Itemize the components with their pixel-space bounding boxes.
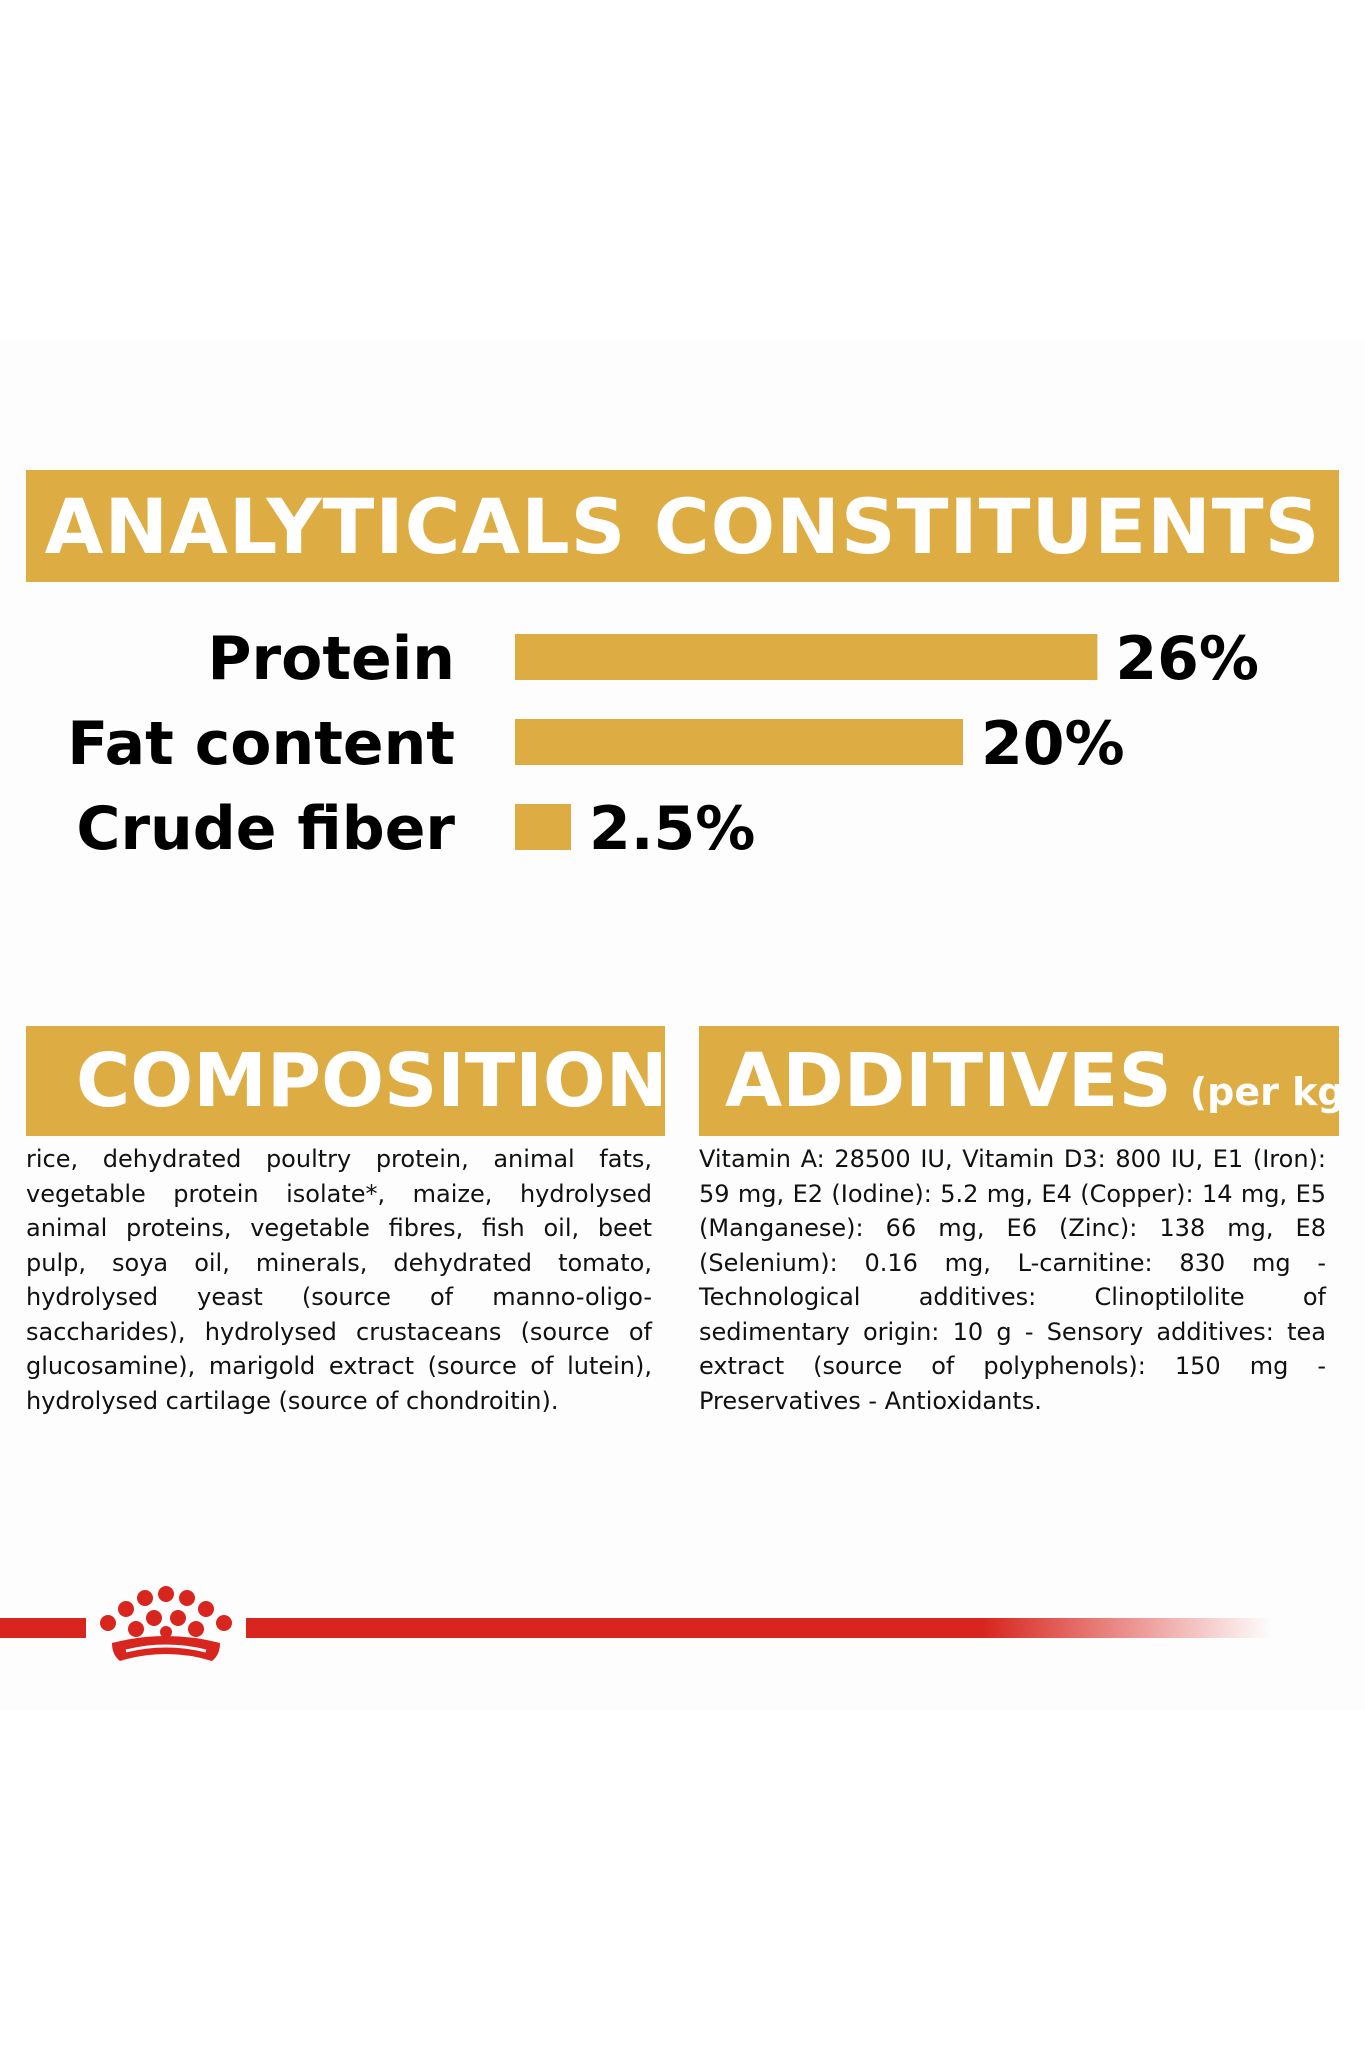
composition-text: rice, dehydrated poultry protein, animal… <box>26 1145 652 1415</box>
bar <box>515 804 571 850</box>
composition-title: COMPOSITION <box>76 1038 665 1124</box>
nutrient-bar-chart: Protein 26% Fat content 20% Crude fiber 2.5% <box>67 624 1259 864</box>
analyticals-banner: ANALYTICALS CONSTITUENTS <box>26 470 1339 582</box>
brand-line-right <box>246 1618 1271 1638</box>
bar-category-label: Fat content <box>67 709 455 779</box>
brand-line-left <box>0 1618 86 1638</box>
composition-banner: COMPOSITION <box>26 1026 665 1136</box>
bar-category-label: Protein <box>208 624 455 694</box>
bar <box>515 719 963 765</box>
additives-banner: ADDITIVES (per kg) <box>699 1026 1339 1136</box>
bar-value-label: 2.5% <box>589 794 755 864</box>
bar-value-label: 26% <box>1115 624 1259 694</box>
analyticals-title: ANALYTICALS CONSTITUENTS <box>44 481 1321 571</box>
additives-text: Vitamin A: 28500 IU, Vitamin D3: 800 IU,… <box>699 1145 1326 1415</box>
additives-suffix: (per kg) <box>1189 1070 1339 1114</box>
bar-value-label: 20% <box>981 709 1125 779</box>
additives-title: ADDITIVES <box>725 1038 1172 1124</box>
bar-category-label: Crude fiber <box>76 794 455 864</box>
bar <box>515 634 1098 680</box>
royal-canin-crown-icon <box>100 1586 232 1661</box>
